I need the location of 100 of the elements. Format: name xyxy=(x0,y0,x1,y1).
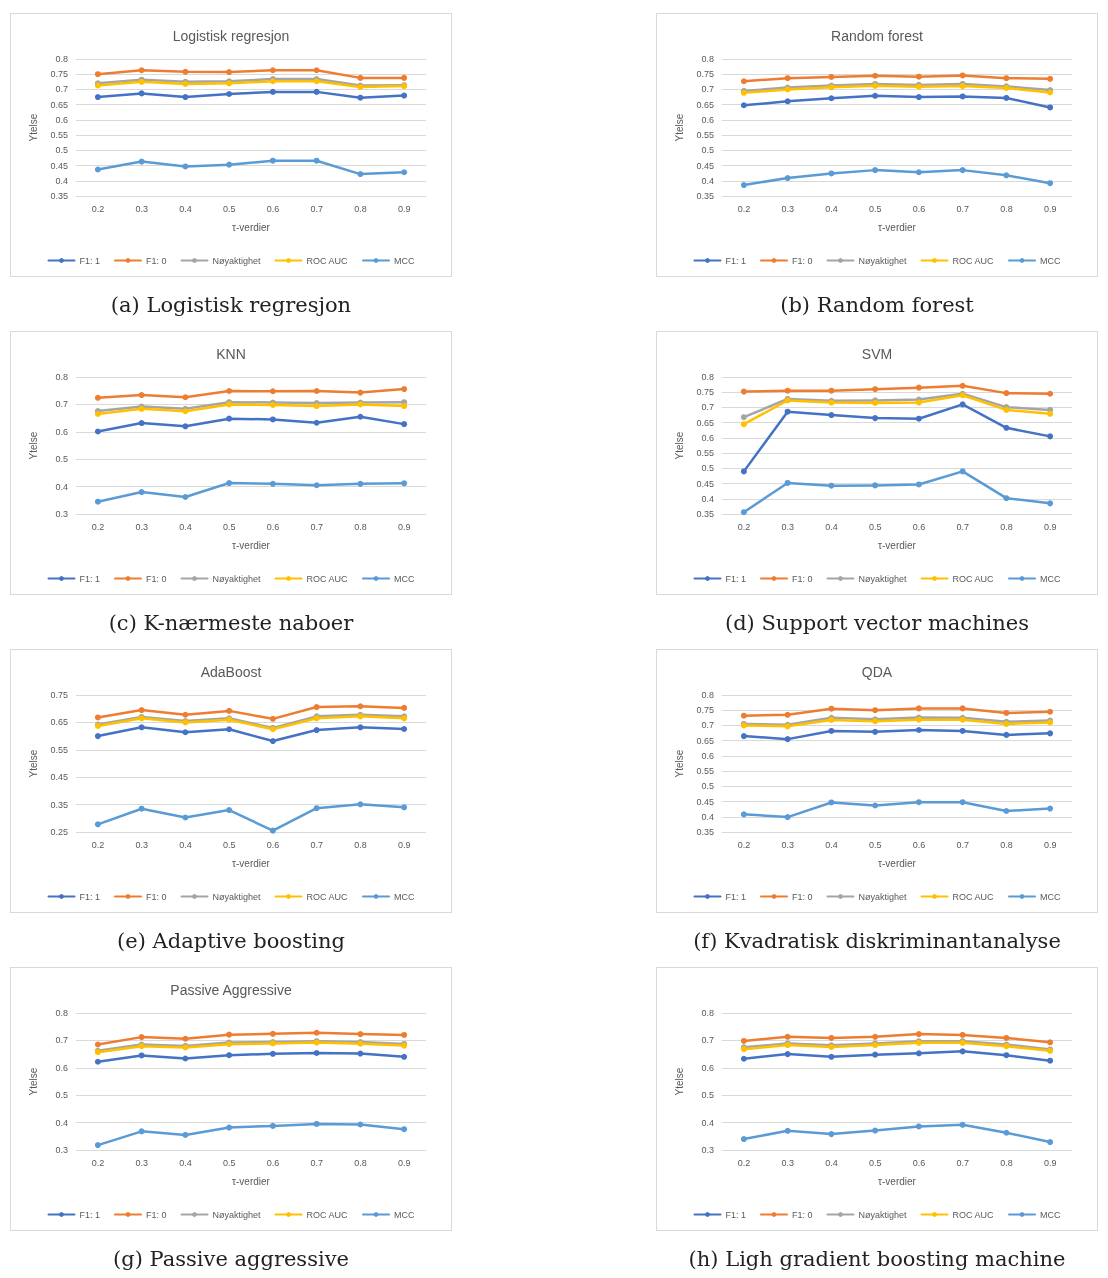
legend-label: Nøyaktighet xyxy=(858,1209,908,1220)
point xyxy=(226,387,233,394)
point xyxy=(94,428,101,435)
y-tick-label: 0.75 xyxy=(696,387,714,398)
point xyxy=(313,1050,320,1056)
y-tick-label: 0.65 xyxy=(50,99,68,110)
point xyxy=(269,67,276,74)
point xyxy=(182,94,189,101)
point xyxy=(915,1123,922,1130)
legend-label: ROC AUC xyxy=(952,891,995,902)
text: (c) K-nærmeste naboer xyxy=(107,611,355,635)
point xyxy=(269,416,276,423)
point xyxy=(872,386,879,393)
y-axis-title: Ytelse xyxy=(27,1067,39,1096)
y-tick-label: 0.55 xyxy=(50,130,68,141)
y-tick-label: 0.35 xyxy=(696,827,714,837)
point xyxy=(269,157,276,164)
point xyxy=(138,489,145,496)
y-axis-title: Ytelse xyxy=(27,749,39,778)
x-tick-label: 0.2 xyxy=(91,521,105,532)
point xyxy=(784,175,791,182)
text: (d) Support vector machines xyxy=(723,611,1031,635)
y-tick-label: 0.7 xyxy=(701,402,714,413)
point xyxy=(784,387,791,394)
y-tick-label: 0.7 xyxy=(55,1035,68,1046)
point xyxy=(1047,708,1054,715)
x-tick-label: 0.2 xyxy=(737,521,751,532)
point xyxy=(784,711,791,718)
point xyxy=(313,88,320,95)
y-tick-label: 0.35 xyxy=(696,509,714,519)
point xyxy=(1047,180,1054,187)
point xyxy=(401,421,408,428)
legend-label: F1: 0 xyxy=(145,1209,167,1220)
point xyxy=(138,724,145,731)
point xyxy=(1003,709,1010,716)
x-axis-title: τ-verdier xyxy=(878,1175,917,1187)
point xyxy=(226,1031,233,1038)
point xyxy=(182,711,189,718)
point xyxy=(1003,495,1010,502)
point xyxy=(740,712,747,719)
point xyxy=(1003,390,1010,397)
y-tick-label: 0.7 xyxy=(55,399,68,410)
legend-label: MCC xyxy=(1040,573,1062,584)
point xyxy=(313,387,320,394)
x-tick-label: 0.2 xyxy=(737,203,751,214)
x-axis-title: τ-verdier xyxy=(878,857,917,869)
x-tick-label: 0.4 xyxy=(825,839,838,850)
point xyxy=(872,415,879,422)
x-tick-label: 0.9 xyxy=(397,203,411,214)
text: (e) Adaptive boosting xyxy=(116,929,346,953)
x-tick-label: 0.9 xyxy=(1043,203,1057,214)
point xyxy=(915,799,922,806)
point xyxy=(1003,75,1010,82)
point xyxy=(828,387,835,394)
point xyxy=(401,386,408,393)
legend-label: Nøyaktighet xyxy=(212,1209,262,1220)
x-axis-title: τ-verdier xyxy=(232,221,271,233)
x-tick-label: 0.7 xyxy=(956,203,969,214)
point xyxy=(269,738,276,745)
y-tick-label: 0.35 xyxy=(50,191,68,201)
x-tick-label: 0.7 xyxy=(310,203,323,214)
legend-label: Nøyaktighet xyxy=(858,573,908,584)
y-tick-label: 0.25 xyxy=(50,827,68,837)
point xyxy=(94,394,101,401)
point xyxy=(959,72,966,79)
point xyxy=(357,74,364,81)
point xyxy=(182,494,189,501)
x-tick-label: 0.3 xyxy=(781,203,794,214)
legend-label: Nøyaktighet xyxy=(858,255,908,266)
text: (b) Random forest xyxy=(779,293,975,317)
point xyxy=(138,392,145,399)
x-tick-label: 0.3 xyxy=(781,1157,794,1168)
legend-label: F1: 0 xyxy=(145,891,167,902)
point xyxy=(740,78,747,85)
x-tick-label: 0.7 xyxy=(310,521,323,532)
y-tick-label: 0.7 xyxy=(701,84,714,95)
y-tick-label: 0.3 xyxy=(55,1145,68,1155)
point xyxy=(182,814,189,821)
point xyxy=(138,67,145,74)
point xyxy=(226,707,233,714)
y-tick-label: 0.6 xyxy=(55,1062,68,1073)
x-tick-label: 0.7 xyxy=(310,839,323,850)
point xyxy=(94,94,101,101)
x-tick-label: 0.5 xyxy=(222,839,236,850)
chart-title: Passive Aggressive xyxy=(170,982,292,998)
x-tick-label: 0.3 xyxy=(135,521,148,532)
x-tick-label: 0.6 xyxy=(912,1157,926,1168)
point xyxy=(94,714,101,721)
point xyxy=(313,727,320,734)
point xyxy=(401,169,408,176)
point xyxy=(828,73,835,80)
point xyxy=(401,92,408,99)
point xyxy=(784,75,791,82)
legend-label: ROC AUC xyxy=(952,573,995,584)
point xyxy=(915,415,922,422)
point xyxy=(357,703,364,710)
point xyxy=(740,182,747,189)
point xyxy=(94,1142,101,1149)
text: (h) Ligh gradient boosting machine xyxy=(687,1247,1067,1271)
x-tick-label: 0.2 xyxy=(91,1157,105,1168)
